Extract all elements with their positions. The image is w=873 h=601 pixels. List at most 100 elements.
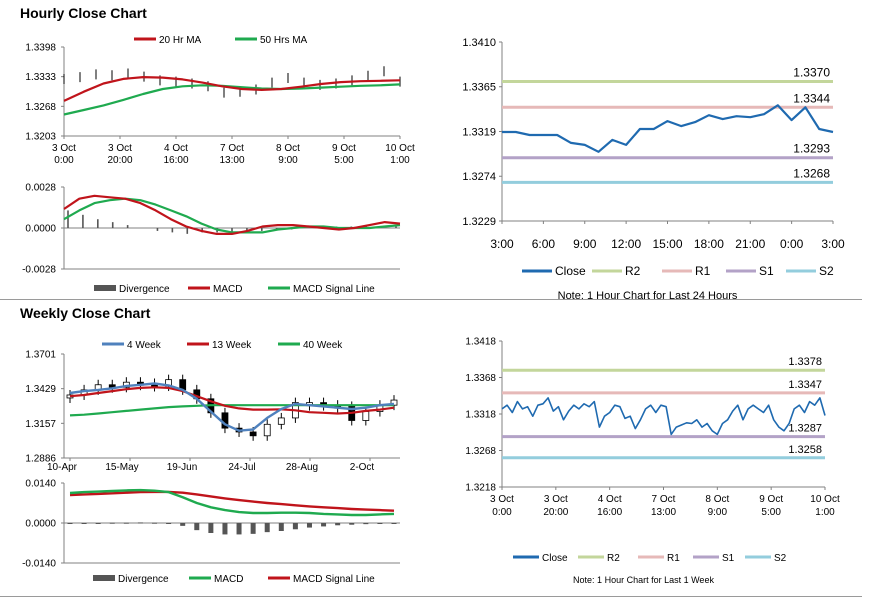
hourly-price-xtick-label-time: 13:00 xyxy=(219,155,244,166)
hourly-price-legend-20hr-label: 20 Hr MA xyxy=(159,35,202,46)
weekly-pivot-legend-s1-label: S1 xyxy=(722,553,735,564)
hourly-price-50hr-line xyxy=(63,83,401,116)
weekly-macd-legend-signal-label: MACD Signal Line xyxy=(293,574,375,585)
weekly-macd-divergence-bar xyxy=(363,523,369,525)
hourly-pivot-ytick-label: 1.3410 xyxy=(462,37,496,49)
weekly-macd-legend-divergence-swatch xyxy=(93,575,115,581)
weekly-macd-divergence-bar xyxy=(194,523,200,531)
weekly-pivot-xtick-label-time: 20:00 xyxy=(543,507,568,518)
weekly-pivot-legend-r1-label: R1 xyxy=(667,553,680,564)
hourly-pivot-ytick-label: 1.3319 xyxy=(462,126,496,138)
hourly-price-legend-50hr-label: 50 Hrs MA xyxy=(260,35,308,46)
hourly-pivot-xtick-label: 12:00 xyxy=(611,237,641,251)
hourly-price-ytick-label: 1.3203 xyxy=(25,132,56,143)
hourly-pivot-xtick-label: 9:00 xyxy=(573,237,597,251)
hourly-macd-line xyxy=(63,194,401,235)
hourly-price-xtick-label-time: 5:00 xyxy=(334,155,354,166)
weekly-macd-legend-divergence-label: Divergence xyxy=(118,574,169,585)
weekly-price-xtick-label: 2-Oct xyxy=(350,462,375,473)
weekly-price-candle-body xyxy=(277,417,285,425)
weekly-macd-ytick-label: -0.0140 xyxy=(22,559,56,570)
weekly-macd-divergence-bar xyxy=(67,523,73,524)
hourly-pivot-xtick-label: 6:00 xyxy=(532,237,556,251)
weekly-pivot-xtick-label-time: 0:00 xyxy=(492,507,512,518)
hourly-price-xtick-label-date: 4 Oct xyxy=(164,143,188,154)
hourly-pivot-xtick-label: 15:00 xyxy=(652,237,682,251)
hourly-price-xtick-label-time: 9:00 xyxy=(278,155,298,166)
weekly-macd-divergence-bar xyxy=(152,522,158,524)
weekly-pivot-level-label-s2: 1.3258 xyxy=(788,444,822,456)
hourly-macd-legend-macd-label: MACD xyxy=(213,284,242,295)
weekly-pivot-close-line xyxy=(501,397,826,436)
hourly-pivot-legend-r2-label: R2 xyxy=(625,264,641,278)
weekly-macd-divergence-bar xyxy=(222,523,228,535)
weekly-price-xtick-label: 28-Aug xyxy=(286,462,318,473)
weekly-pivot-xtick-label-date: 8 Oct xyxy=(705,494,729,505)
hourly-pivot-legend-r1-label: R1 xyxy=(695,264,711,278)
weekly-pivot-xtick-label-time: 9:00 xyxy=(708,507,728,518)
weekly-macd-signal-line xyxy=(69,490,395,512)
hourly-price-xtick-label-time: 16:00 xyxy=(163,155,188,166)
weekly-pivot-ytick-label: 1.3418 xyxy=(465,337,496,348)
hourly-section-title: Hourly Close Chart xyxy=(20,5,147,21)
weekly-macd-divergence-bar xyxy=(349,523,355,525)
weekly-macd-divergence-bar xyxy=(137,522,143,524)
weekly-macd-divergence-bar xyxy=(166,523,172,524)
weekly-macd-divergence-bar xyxy=(109,522,115,524)
weekly-price-xtick-label: 15-May xyxy=(105,462,138,473)
weekly-pivot-legend-r2-label: R2 xyxy=(607,553,620,564)
weekly-price-ytick-label: 1.3701 xyxy=(25,350,56,361)
hourly-pivot-legend-s2-label: S2 xyxy=(819,264,834,278)
hourly-macd-ytick-label: 0.0000 xyxy=(25,224,56,235)
weekly-pivot-xtick-label-date: 3 Oct xyxy=(490,494,514,505)
weekly-pivot-xtick-label-date: 7 Oct xyxy=(652,494,676,505)
weekly-macd-divergence-bar xyxy=(335,523,341,526)
hourly-pivot-ytick-label: 1.3365 xyxy=(462,82,496,94)
weekly-macd-divergence-bar xyxy=(81,523,87,524)
hourly-macd-legend-signal-label: MACD Signal Line xyxy=(293,284,375,295)
hourly-pivot-level-label-s2: 1.3268 xyxy=(793,166,830,180)
weekly-pivot-ytick-label: 1.3268 xyxy=(465,446,496,457)
weekly-pivot-level-label-r1: 1.3347 xyxy=(788,379,822,391)
weekly-macd-divergence-bar xyxy=(391,523,397,524)
hourly-price-xtick-label-date: 3 Oct xyxy=(52,143,76,154)
weekly-pivot-legend-s2-label: S2 xyxy=(774,553,787,564)
hourly-pivot-close-line xyxy=(502,104,834,153)
hourly-price-xtick-label-date: 7 Oct xyxy=(220,143,244,154)
weekly-pivot-ytick-label: 1.3218 xyxy=(465,483,496,494)
hourly-price-20hr-line xyxy=(63,75,401,102)
hourly-macd-ytick-label: -0.0028 xyxy=(22,265,56,276)
weekly-price-candle-body xyxy=(249,431,257,437)
weekly-macd-line xyxy=(69,488,395,517)
hourly-pivot-level-label-r1: 1.3344 xyxy=(793,91,830,105)
weekly-price-legend-4wk-label: 4 Week xyxy=(127,340,162,351)
weekly-price-candle-body xyxy=(362,411,370,421)
weekly-macd-divergence-bar xyxy=(321,523,327,527)
hourly-pivot-xtick-label: 3:00 xyxy=(821,237,845,251)
hourly-price-xtick-label-time: 0:00 xyxy=(54,155,74,166)
hourly-pivot-xtick-label: 21:00 xyxy=(735,237,765,251)
weekly-price-13wk-line xyxy=(69,386,395,415)
weekly-price-xtick-label: 10-Apr xyxy=(47,462,78,473)
section-divider-top xyxy=(0,299,862,300)
weekly-pivot-xtick-label-time: 5:00 xyxy=(761,507,781,518)
weekly-macd-divergence-bar xyxy=(292,523,298,530)
weekly-macd-divergence-bar xyxy=(236,523,242,535)
weekly-pivot-xtick-label-date: 3 Oct xyxy=(544,494,568,505)
weekly-macd-ytick-label: 0.0000 xyxy=(25,519,56,530)
weekly-pivot-xtick-label-date: 9 Oct xyxy=(759,494,783,505)
hourly-macd-ytick-label: 0.0028 xyxy=(25,183,56,194)
weekly-price-legend-13wk-label: 13 Week xyxy=(212,340,252,351)
weekly-price-ytick-label: 1.3157 xyxy=(25,419,56,430)
weekly-pivot-level-label-s1: 1.3287 xyxy=(788,423,822,435)
weekly-price-ytick-label: 1.2886 xyxy=(25,454,56,465)
weekly-pivot-xtick-label-time: 1:00 xyxy=(815,507,835,518)
weekly-section-title: Weekly Close Chart xyxy=(20,305,151,321)
hourly-pivot-level-label-s1: 1.3293 xyxy=(793,142,830,156)
weekly-pivot-legend-close-label: Close xyxy=(542,553,568,564)
weekly-pivot-ytick-label: 1.3368 xyxy=(465,373,496,384)
hourly-pivot-xtick-label: 18:00 xyxy=(694,237,724,251)
section-divider-bottom xyxy=(0,596,862,597)
weekly-macd-divergence-bar xyxy=(95,523,101,524)
